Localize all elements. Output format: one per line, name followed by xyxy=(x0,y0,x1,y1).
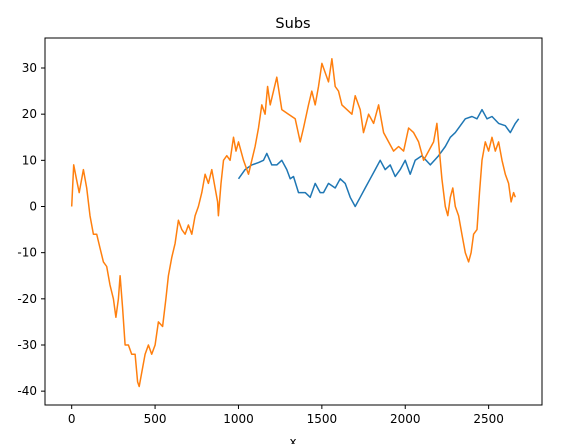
chart-title: Subs xyxy=(275,16,310,32)
plot-frame xyxy=(44,37,543,406)
y-tick-label: 20 xyxy=(22,107,37,121)
y-tick-label: 10 xyxy=(22,153,37,167)
y-tick-label: -10 xyxy=(17,246,37,260)
series-line-2 xyxy=(70,58,517,388)
y-tick-label: -20 xyxy=(17,292,37,306)
y-tick-label: -40 xyxy=(17,384,37,398)
x-axis-label: x xyxy=(289,435,296,444)
y-tick-label: 0 xyxy=(29,199,37,213)
y-tick-label: 30 xyxy=(22,61,37,75)
x-tick-label: 500 xyxy=(144,412,167,426)
x-tick-label: 2000 xyxy=(390,412,421,426)
x-tick-label: 1000 xyxy=(223,412,254,426)
y-tick-label: -30 xyxy=(17,338,37,352)
x-tick-label: 0 xyxy=(68,412,76,426)
x-tick-label: 2500 xyxy=(473,412,504,426)
x-tick-label: 1500 xyxy=(307,412,338,426)
series-line-1 xyxy=(237,108,520,208)
series-layer xyxy=(70,58,520,388)
tick-layer: 0 500 1000 1500 2000 2500 -40 -30 -20 -10 0 10 20 30 xyxy=(17,61,504,426)
